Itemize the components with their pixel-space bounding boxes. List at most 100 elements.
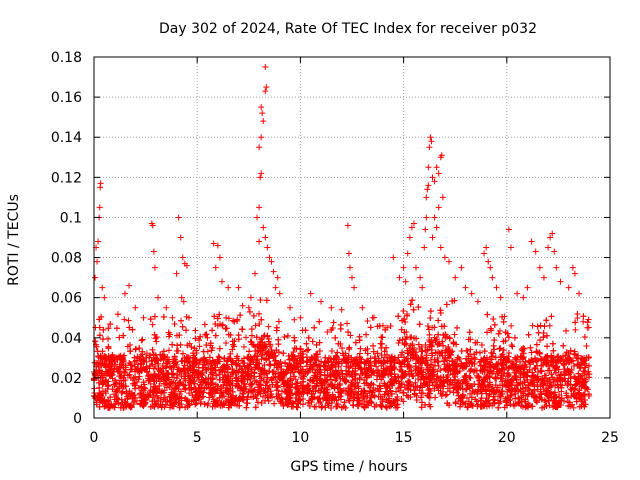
data-point — [472, 356, 479, 363]
data-point — [451, 331, 458, 338]
data-point — [541, 323, 548, 330]
data-point — [121, 316, 128, 323]
data-point — [291, 334, 298, 341]
data-point — [303, 347, 310, 354]
data-point — [250, 312, 257, 319]
data-point — [147, 380, 154, 387]
data-point — [537, 337, 544, 344]
data-point — [425, 326, 432, 333]
data-point — [132, 345, 139, 352]
data-point — [151, 313, 158, 320]
data-point — [402, 319, 409, 326]
data-point — [263, 297, 270, 304]
data-point — [583, 343, 590, 350]
data-point — [269, 369, 276, 376]
data-point — [409, 373, 416, 380]
data-point — [166, 347, 173, 354]
grid-lines — [94, 57, 610, 418]
data-point — [508, 322, 515, 329]
data-point — [525, 331, 532, 338]
data-point — [427, 308, 434, 315]
data-point — [511, 334, 518, 341]
data-point — [164, 359, 171, 366]
data-point — [362, 368, 369, 375]
data-point — [303, 340, 310, 347]
data-point — [195, 337, 202, 344]
data-point — [470, 368, 477, 375]
data-point — [143, 350, 150, 357]
data-point — [506, 371, 513, 378]
data-point — [443, 391, 450, 398]
data-point — [149, 321, 156, 328]
data-point — [491, 321, 498, 328]
data-point — [265, 323, 272, 330]
data-point — [152, 335, 159, 342]
data-points — [91, 64, 593, 411]
data-point — [138, 337, 145, 344]
data-point — [241, 343, 248, 350]
data-point — [171, 321, 178, 328]
data-point — [581, 334, 588, 341]
data-point — [560, 342, 567, 349]
data-point — [169, 341, 176, 348]
data-point — [395, 339, 402, 346]
data-point — [442, 392, 449, 399]
data-point — [153, 338, 160, 345]
data-point — [192, 327, 199, 334]
data-point — [490, 342, 497, 349]
data-point — [243, 334, 250, 341]
data-point — [538, 356, 545, 363]
data-point — [291, 316, 298, 323]
data-point — [343, 320, 350, 327]
data-point — [252, 322, 259, 329]
data-point — [409, 297, 416, 304]
data-point — [196, 343, 203, 350]
data-point — [311, 324, 318, 331]
data-point — [92, 338, 99, 345]
data-point — [395, 313, 402, 320]
data-point — [496, 327, 503, 334]
data-point — [537, 355, 544, 362]
data-point — [393, 388, 400, 395]
data-point — [174, 342, 181, 349]
data-point — [484, 311, 491, 318]
data-point — [149, 346, 156, 353]
data-point — [125, 317, 132, 324]
data-point — [435, 331, 442, 338]
data-point — [371, 403, 378, 410]
data-point — [437, 367, 444, 374]
data-point — [364, 317, 371, 324]
data-point — [284, 332, 291, 339]
data-point — [186, 390, 193, 397]
data-point — [267, 361, 274, 368]
data-point — [432, 394, 439, 401]
data-point — [500, 318, 507, 325]
data-point — [324, 328, 331, 335]
data-point — [481, 348, 488, 355]
data-point — [255, 310, 262, 317]
data-point — [281, 334, 288, 341]
data-point — [584, 319, 591, 326]
data-point — [570, 404, 577, 411]
data-point — [572, 326, 579, 333]
data-point — [215, 353, 222, 360]
data-point — [216, 371, 223, 378]
data-point — [94, 348, 101, 355]
data-point — [546, 322, 553, 329]
data-point — [370, 342, 377, 349]
data-point — [317, 363, 324, 370]
data-point — [300, 401, 307, 408]
data-point — [183, 327, 190, 334]
data-point — [495, 330, 502, 337]
data-point — [515, 394, 522, 401]
data-point — [363, 331, 370, 338]
data-point — [424, 323, 431, 330]
data-point — [398, 326, 405, 333]
data-point — [248, 382, 255, 389]
data-point — [580, 313, 587, 320]
data-point — [305, 346, 312, 353]
data-point — [529, 322, 536, 329]
data-point — [509, 343, 516, 350]
data-point — [491, 346, 498, 353]
